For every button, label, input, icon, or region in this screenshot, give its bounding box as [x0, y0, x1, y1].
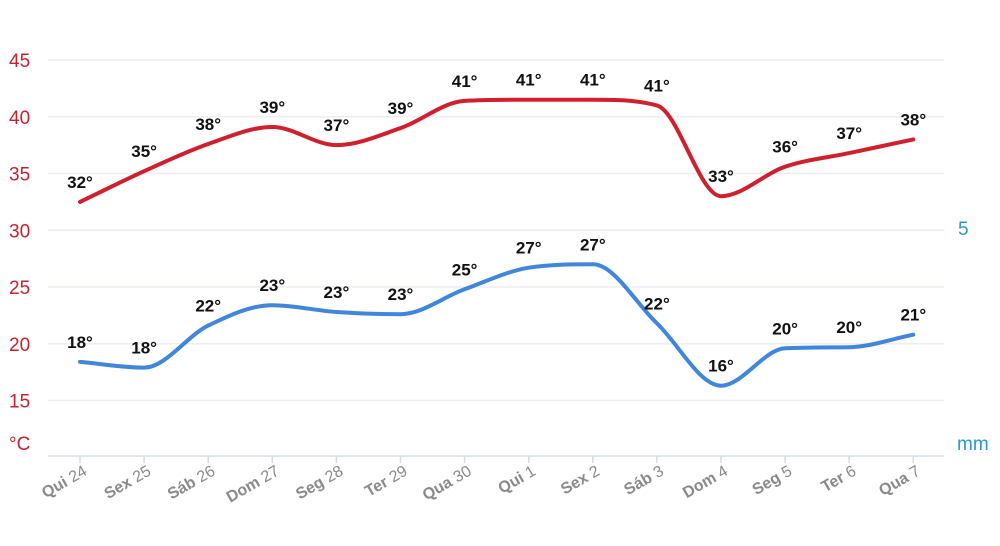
data-label: 39°: [259, 98, 285, 117]
x-tick-label: Sex 25: [102, 463, 155, 503]
y-tick-label: 40: [9, 108, 30, 129]
data-label: 33°: [708, 167, 734, 186]
data-label: 23°: [259, 276, 285, 295]
data-label: 32°: [67, 173, 93, 192]
x-tick-label: Sáb 26: [165, 463, 218, 504]
data-label: 23°: [324, 283, 350, 302]
y-axis-left: 45 40 35 30 25 20 15 °C: [9, 51, 30, 455]
series-line-high: [78, 97, 916, 204]
data-label: 41°: [516, 71, 542, 90]
y-right-axis-unit: mm: [957, 434, 989, 455]
data-label: 36°: [772, 138, 798, 157]
y-axis-right: 5 mm: [957, 219, 989, 455]
x-tick-label: Seg 28: [293, 463, 346, 504]
data-label: 35°: [131, 142, 157, 161]
x-tick-label: Ter 29: [362, 463, 410, 501]
x-axis-labels: Qui 24 Sex 25 Sáb 26 Dom 27 Seg 28 Ter 29 Qua …: [39, 463, 923, 507]
data-label: 39°: [388, 99, 414, 118]
y-tick-label: 35: [9, 165, 30, 186]
data-label: 38°: [195, 115, 221, 134]
data-label: 37°: [836, 124, 862, 143]
data-label: 27°: [516, 239, 542, 258]
data-label: 25°: [452, 260, 478, 279]
data-label: 18°: [67, 333, 93, 352]
x-axis-ticks: [79, 456, 915, 463]
series-lines: [78, 97, 916, 388]
data-label: 20°: [772, 319, 798, 338]
x-tick-label: Qua 30: [420, 463, 475, 504]
data-label: 41°: [452, 72, 478, 91]
data-labels: 32° 35° 38° 39° 37° 39° 41° 41° 41° 41° 33° 36° 37° 3…: [67, 71, 926, 376]
x-tick-label: Qua 7: [876, 463, 923, 500]
y-tick-label: 25: [9, 278, 30, 299]
y-right-tick-label: 5: [958, 219, 969, 240]
data-label: 27°: [580, 235, 606, 254]
x-tick-label: Seg 5: [750, 463, 796, 499]
x-tick-label: Qui 24: [39, 463, 90, 502]
data-label: 21°: [900, 306, 926, 325]
x-tick-label: Dom 27: [224, 463, 283, 507]
series-line-low: [78, 262, 916, 388]
x-tick-label: Qui 1: [496, 463, 539, 498]
data-label: 41°: [644, 76, 670, 95]
data-label: 22°: [195, 297, 221, 316]
y-tick-label: 30: [9, 221, 30, 242]
data-label: 20°: [836, 318, 862, 337]
data-label: 18°: [131, 339, 157, 358]
data-label: 37°: [324, 116, 350, 135]
x-tick-label: Sex 2: [558, 463, 603, 499]
y-tick-label: 45: [9, 51, 30, 72]
y-tick-label: 20: [9, 335, 30, 356]
x-tick-label: Ter 6: [819, 463, 860, 496]
data-label: 41°: [580, 71, 606, 90]
data-label: 16°: [708, 357, 734, 376]
grid-lines: [48, 59, 944, 402]
data-label: 23°: [388, 285, 414, 304]
x-tick-label: Dom 4: [680, 463, 731, 502]
y-axis-unit: °C: [9, 434, 30, 455]
y-tick-label: 15: [9, 392, 30, 413]
x-tick-label: Sáb 3: [621, 463, 667, 499]
data-label: 38°: [900, 110, 926, 129]
data-label: 22°: [644, 294, 670, 313]
